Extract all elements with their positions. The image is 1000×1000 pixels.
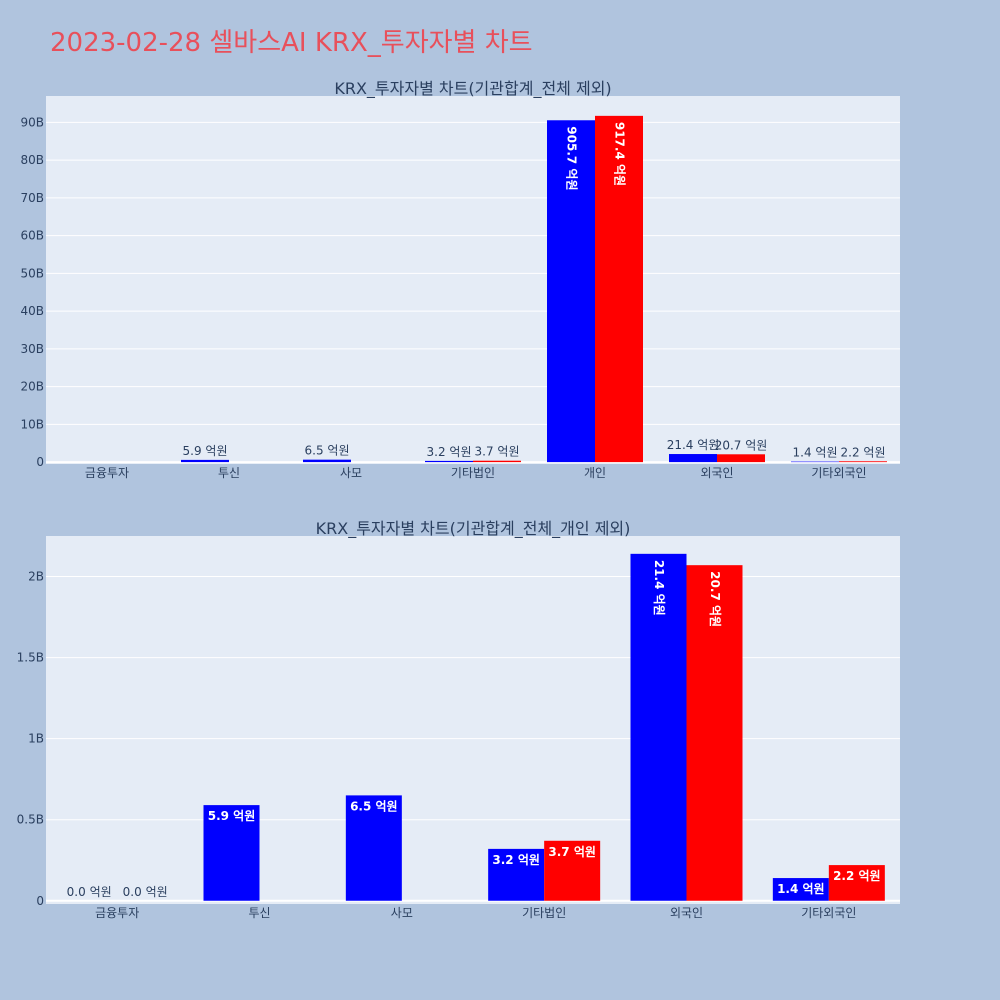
data-label: 2.2 억원 xyxy=(833,869,881,883)
data-label: 2.2 억원 xyxy=(841,445,886,459)
y-tick-label: 0 xyxy=(36,894,44,908)
bar xyxy=(669,454,717,463)
bar xyxy=(595,115,643,463)
data-label: 3.2 억원 xyxy=(492,853,540,867)
data-label: 3.7 억원 xyxy=(548,845,596,859)
x-tick-label: 외국인 xyxy=(670,906,703,920)
y-tick-label: 30B xyxy=(20,342,44,356)
data-label: 6.5 억원 xyxy=(305,444,350,458)
x-tick-label: 개인 xyxy=(584,466,606,480)
bar xyxy=(345,795,402,901)
data-label: 0.0 억원 xyxy=(123,885,168,899)
bar xyxy=(630,553,687,901)
y-tick-label: 10B xyxy=(20,417,44,431)
x-tick-label: 기타법인 xyxy=(522,906,566,920)
data-label: 20.7 억원 xyxy=(715,438,768,452)
y-tick-label: 1B xyxy=(28,732,44,746)
y-tick-label: 90B xyxy=(20,115,44,129)
x-tick-label: 사모 xyxy=(391,906,413,920)
chart-1: 0 10B 20B 30B 40B 50B 60B 70B 80B 90B KRX_투자자별 차트(… xyxy=(20,79,900,480)
chart-title: KRX_투자자별 차트(기관합계_전체_개인 제외) xyxy=(316,519,631,539)
y-tick-label: 1.5B xyxy=(17,651,44,665)
data-label: 3.7 억원 xyxy=(475,445,520,459)
x-tick-label: 기타외국인 xyxy=(811,466,866,480)
x-tick-label: 금융투자 xyxy=(95,906,139,920)
data-label: 21.4 억원 xyxy=(667,438,720,452)
bar xyxy=(839,461,887,463)
plot-area xyxy=(46,96,900,464)
bar xyxy=(181,459,229,463)
data-label: 1.4 억원 xyxy=(793,446,838,460)
chart-2: 0 0.5B 1B 1.5B 2B KRX_투자자별 차트(기관합계_전체_개인 제외) 금… xyxy=(17,519,900,920)
x-tick-label: 기타법인 xyxy=(451,466,495,480)
bar xyxy=(547,120,595,463)
data-label: 6.5 억원 xyxy=(350,799,398,813)
data-label: 21.4 억원 xyxy=(652,560,666,616)
x-tick-label: 사모 xyxy=(340,466,362,480)
page-title: 2023-02-28 셀바스AI KRX_투자자별 차트 xyxy=(50,28,533,58)
bar xyxy=(425,460,473,463)
y-tick-label: 20B xyxy=(20,380,44,394)
bar xyxy=(303,459,351,463)
bar xyxy=(772,878,829,901)
plot-area xyxy=(46,536,900,904)
bar xyxy=(203,805,260,901)
x-tick-label: 금융투자 xyxy=(85,466,129,480)
data-label: 905.7 억원 xyxy=(565,126,579,190)
bar xyxy=(828,865,885,901)
data-label: 0.0 억원 xyxy=(67,885,112,899)
x-tick-label: 투신 xyxy=(248,906,270,920)
data-label: 1.4 억원 xyxy=(777,882,825,896)
y-tick-label: 40B xyxy=(20,304,44,318)
bar xyxy=(686,565,743,901)
y-tick-label: 60B xyxy=(20,229,44,243)
data-label: 3.2 억원 xyxy=(427,445,472,459)
bar xyxy=(717,454,765,463)
data-label: 917.4 억원 xyxy=(613,122,627,186)
bar xyxy=(473,460,521,463)
y-tick-label: 2B xyxy=(28,570,44,584)
chart-title: KRX_투자자별 차트(기관합계_전체 제외) xyxy=(334,79,611,99)
y-tick-label: 0.5B xyxy=(17,813,44,827)
bar xyxy=(488,848,545,901)
x-tick-label: 기타외국인 xyxy=(801,906,856,920)
y-tick-label: 0 xyxy=(36,455,44,469)
data-label: 5.9 억원 xyxy=(183,444,228,458)
y-tick-label: 50B xyxy=(20,266,44,280)
x-tick-label: 외국인 xyxy=(700,466,733,480)
bar xyxy=(791,461,839,463)
bar xyxy=(544,840,601,901)
data-label: 20.7 억원 xyxy=(708,571,722,627)
y-tick-label: 70B xyxy=(20,191,44,205)
x-tick-label: 투신 xyxy=(218,466,240,480)
data-label: 5.9 억원 xyxy=(208,809,256,823)
y-tick-label: 80B xyxy=(20,153,44,167)
